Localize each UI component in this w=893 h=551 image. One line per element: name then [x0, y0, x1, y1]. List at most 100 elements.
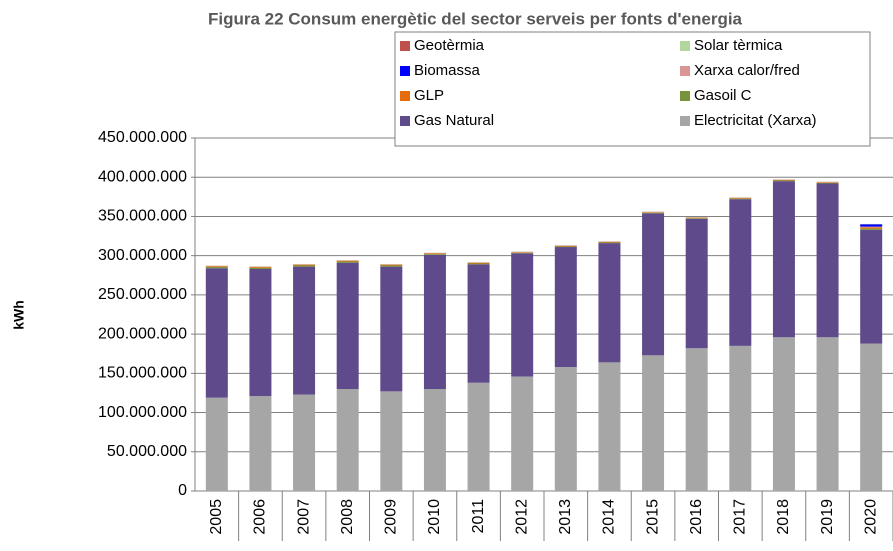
- chart-title: Figura 22 Consum energètic del sector se…: [208, 9, 743, 28]
- y-axis-label: kWh: [11, 300, 27, 330]
- legend-swatch: [680, 116, 690, 126]
- bar-segment: [642, 213, 665, 356]
- bar-segment: [685, 218, 708, 349]
- bar-segment: [511, 252, 534, 254]
- bar-segment: [598, 243, 621, 363]
- bar-segment: [293, 394, 316, 491]
- bar-segment: [816, 182, 839, 184]
- legend-label: Electricitat (Xarxa): [694, 112, 817, 129]
- bar-segment: [205, 267, 228, 269]
- x-tick-label: 2012: [513, 499, 530, 535]
- x-tick-label: 2020: [862, 499, 879, 535]
- y-tick-label: 200.000.000: [98, 325, 187, 342]
- legend-box: [394, 31, 871, 147]
- bar-segment: [642, 212, 665, 214]
- x-tick-label: 2005: [208, 499, 225, 535]
- legend-swatch: [400, 66, 410, 76]
- bar-segment: [249, 396, 272, 491]
- bar-segment: [598, 242, 621, 244]
- x-tick-label: 2018: [775, 499, 792, 535]
- bar-segment: [249, 267, 272, 270]
- bar-segment: [642, 355, 665, 491]
- y-tick-label: 350.000.000: [98, 208, 187, 225]
- y-tick-label: 150.000.000: [98, 365, 187, 382]
- bar-segment: [860, 229, 883, 344]
- bar-segment: [467, 382, 490, 491]
- bar-segment: [293, 265, 316, 267]
- x-tick-label: 2009: [383, 499, 400, 535]
- bar-segment: [423, 254, 446, 390]
- bar-segment: [467, 262, 490, 264]
- bar-segment: [423, 254, 446, 255]
- legend-label: Solar tèrmica: [694, 37, 783, 54]
- bar-segment: [554, 367, 577, 491]
- bar-segment: [860, 226, 883, 228]
- bar-segment: [685, 348, 708, 491]
- bar-segment: [336, 389, 359, 491]
- x-tick-label: 2014: [601, 499, 618, 535]
- bar-segment: [554, 246, 577, 248]
- bar-segment: [380, 391, 403, 491]
- bar-segment: [554, 247, 577, 368]
- bar-segment: [772, 181, 795, 338]
- bar-segment: [423, 253, 446, 255]
- bar-segment: [205, 268, 228, 398]
- bar-segment: [205, 397, 228, 491]
- bar-segment: [423, 389, 446, 491]
- legend-swatch: [680, 66, 690, 76]
- legend-label: Biomassa: [414, 62, 481, 79]
- bar-segment: [729, 199, 752, 346]
- legend-label: GLP: [414, 87, 444, 104]
- legend-label: Xarxa calor/fred: [694, 62, 800, 79]
- bar-segment: [205, 266, 228, 268]
- y-tick-label: 0: [178, 482, 187, 499]
- y-tick-label: 100.000.000: [98, 404, 187, 421]
- x-tick-label: 2019: [819, 499, 836, 535]
- legend-swatch: [680, 91, 690, 101]
- bar-segment: [772, 337, 795, 491]
- bar-segment: [511, 253, 534, 377]
- bar-segment: [816, 337, 839, 491]
- y-tick-label: 250.000.000: [98, 286, 187, 303]
- bar-segment: [772, 180, 795, 182]
- bar-segment: [336, 262, 359, 390]
- bar-segment: [336, 260, 359, 262]
- x-tick-label: 2006: [252, 499, 269, 535]
- bar-segment: [729, 198, 752, 200]
- y-tick-label: 50.000.000: [107, 443, 187, 460]
- bar-segment: [598, 362, 621, 491]
- bar-segment: [380, 266, 403, 392]
- legend-swatch: [680, 41, 690, 51]
- legend-swatch: [400, 91, 410, 101]
- bar-segment: [467, 263, 490, 265]
- x-tick-label: 2007: [295, 499, 312, 535]
- x-tick-label: 2008: [339, 499, 356, 535]
- bar-segment: [511, 376, 534, 491]
- bar-segment: [685, 218, 708, 219]
- bar-segment: [860, 224, 883, 227]
- y-tick-label: 450.000.000: [98, 129, 187, 146]
- bar-segment: [249, 269, 272, 397]
- bar-segment: [293, 266, 316, 395]
- y-tick-label: 300.000.000: [98, 247, 187, 264]
- x-tick-label: 2017: [732, 499, 749, 535]
- x-tick-label: 2015: [644, 499, 661, 535]
- bar-segment: [816, 183, 839, 338]
- x-tick-label: 2010: [426, 499, 443, 535]
- x-tick-label: 2013: [557, 499, 574, 535]
- x-tick-label: 2011: [470, 499, 487, 534]
- bar-segment: [380, 264, 403, 266]
- bar-segment: [860, 227, 883, 229]
- y-tick-label: 400.000.000: [98, 168, 187, 185]
- legend-swatch: [400, 116, 410, 126]
- bar-segment: [729, 345, 752, 491]
- legend-label: Geotèrmia: [414, 37, 485, 54]
- bar-segment: [860, 343, 883, 491]
- bar-segment: [336, 261, 359, 263]
- legend-swatch: [400, 41, 410, 51]
- legend-label: Gas Natural: [414, 112, 494, 129]
- bar-segment: [467, 264, 490, 383]
- bar-segment: [293, 264, 316, 266]
